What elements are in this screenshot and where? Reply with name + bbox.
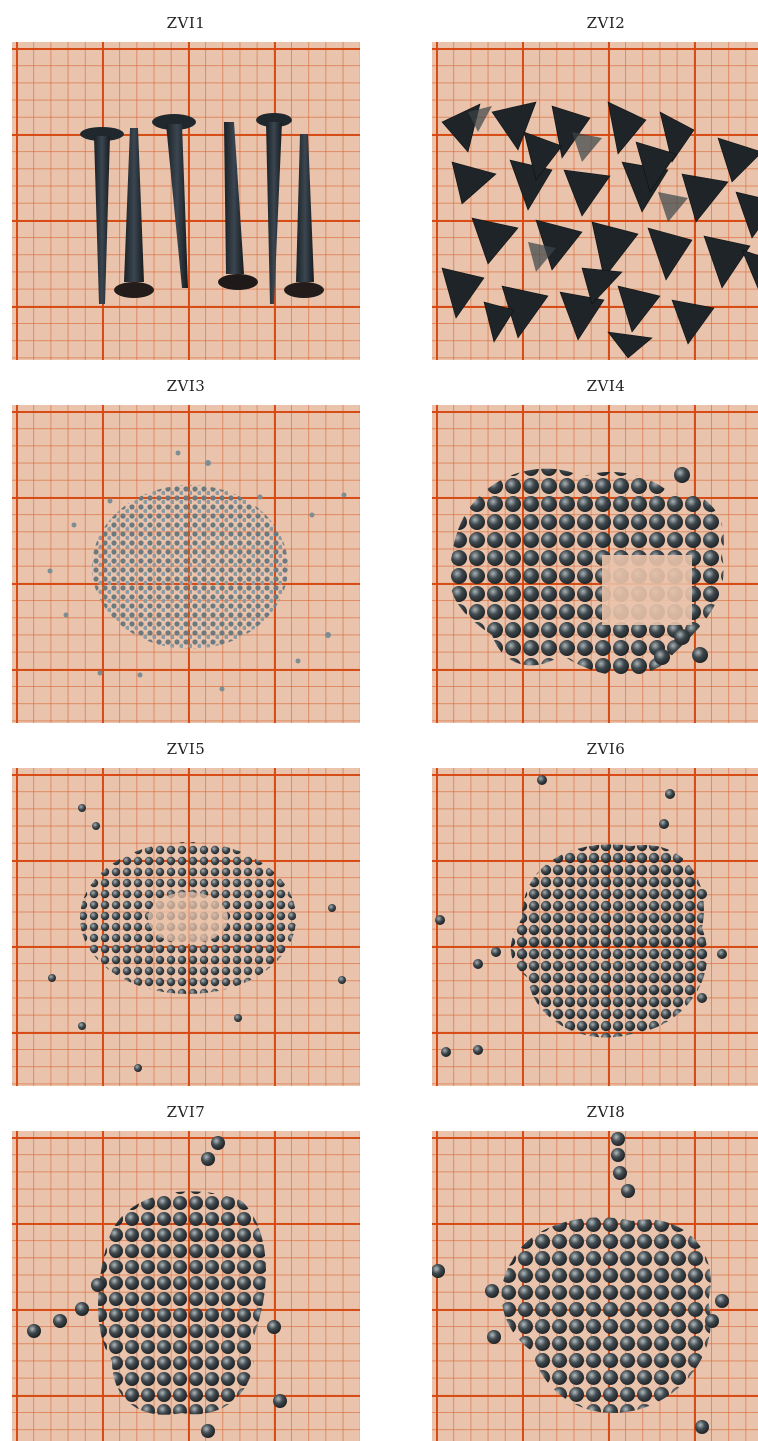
shards-photo (432, 42, 758, 360)
large-shot-photo (432, 1131, 758, 1441)
nails-drawing (80, 113, 324, 304)
fine-grit-photo (12, 405, 360, 723)
small-shot-drawing (48, 804, 346, 1072)
fine-grit-drawing (47, 450, 347, 692)
large-shot-drawing (27, 1136, 287, 1438)
panel-label: ZVI6 (586, 740, 626, 758)
panel-label: ZVI4 (586, 377, 626, 395)
large-shot-photo (432, 405, 758, 723)
large-shot-drawing (449, 467, 724, 676)
panel-label: ZVI5 (166, 740, 206, 758)
shards-drawing (441, 101, 758, 359)
large-shot-photo (12, 1131, 360, 1441)
panel-label: ZVI7 (166, 1103, 206, 1121)
panel-label: ZVI1 (166, 14, 206, 32)
medium-shot-drawing (435, 775, 727, 1057)
panel-label: ZVI2 (586, 14, 626, 32)
nails-photo (12, 42, 360, 360)
panel-label: ZVI8 (586, 1103, 626, 1121)
medium-shot-photo (432, 768, 758, 1086)
panel-label: ZVI3 (166, 377, 206, 395)
large-shot-drawing (432, 1132, 729, 1434)
small-shot-photo (12, 768, 360, 1086)
